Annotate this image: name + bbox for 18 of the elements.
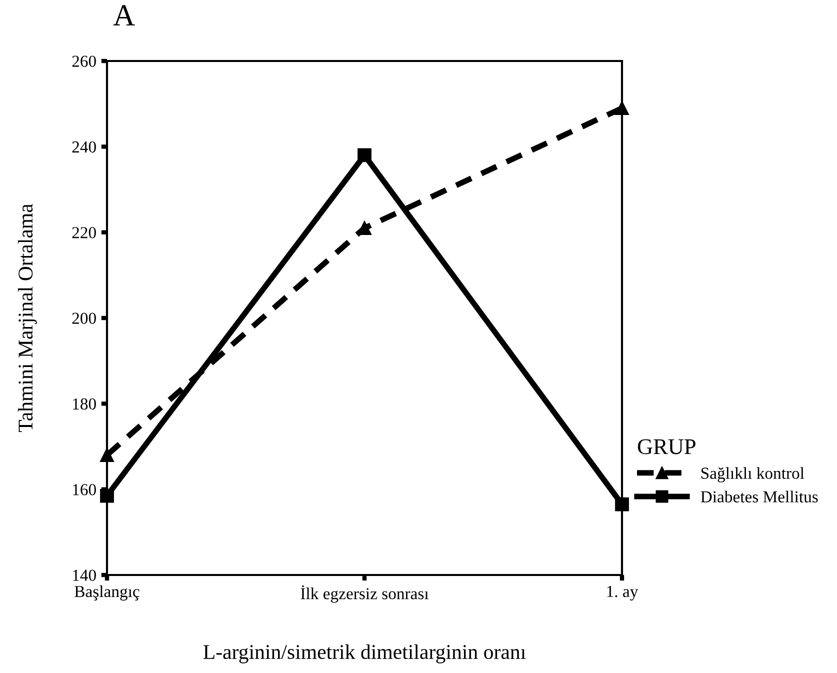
- y-axis-title: Tahmini Marjinal Ortalama: [18, 204, 37, 432]
- x-tick-label: 1. ay: [607, 586, 638, 601]
- y-tick-label: 240: [72, 141, 96, 153]
- chart-title: A: [113, 5, 135, 26]
- legend-label: Sağlıklı kontrol: [701, 467, 804, 482]
- y-tick-label: 140: [73, 570, 96, 581]
- y-tick-label: 180: [73, 398, 96, 410]
- x-axis-title: L-arginin/simetrik dimetilarginin oranı: [203, 644, 526, 664]
- y-tick-label: 260: [72, 56, 96, 67]
- point: [358, 148, 372, 162]
- legend-label: Diabetes Mellitus: [700, 490, 818, 502]
- legend-title: GRUP: [638, 439, 696, 454]
- x-tick-label: İlk egzersiz sonrası: [300, 585, 429, 603]
- y-tick-label: 160: [73, 484, 96, 496]
- y-tick-label: 200: [72, 312, 96, 324]
- y-tick-label: 220: [72, 227, 96, 238]
- x-tick-label: Başlangıç: [74, 585, 140, 601]
- point: [358, 221, 372, 235]
